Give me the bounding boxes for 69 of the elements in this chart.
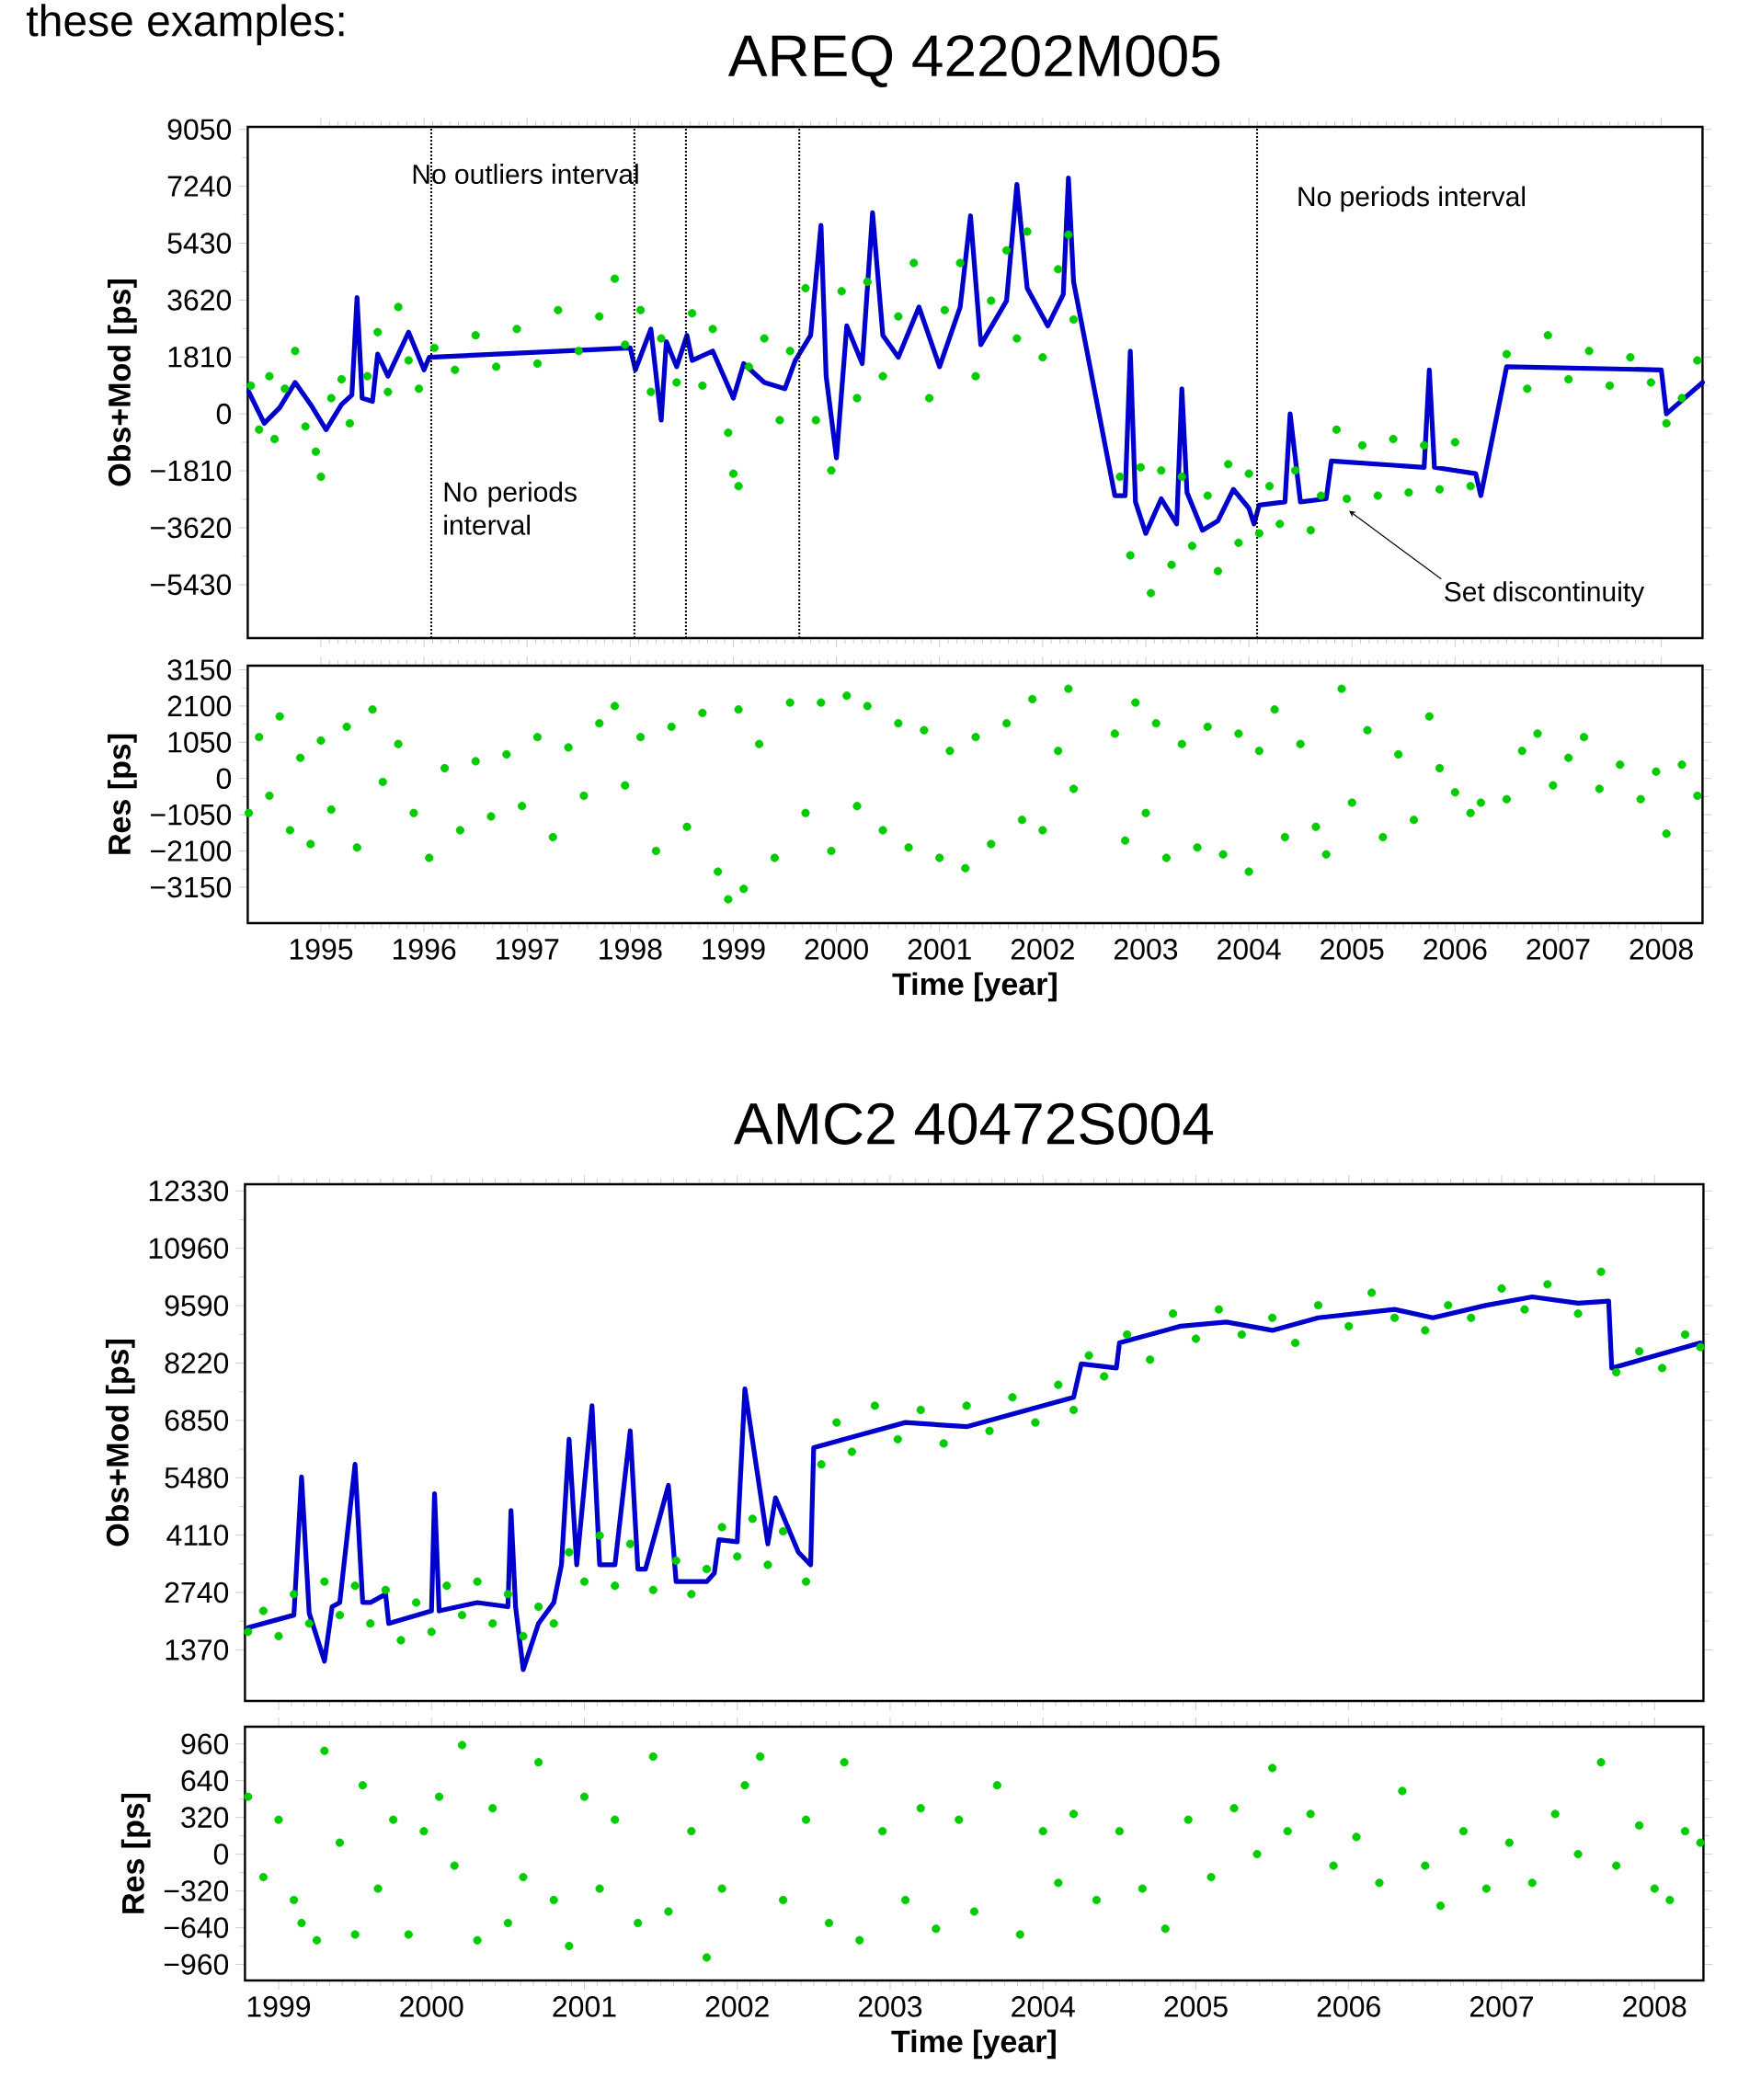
annotation: No outliers interval [413, 164, 638, 185]
x-tick-label: 1995 [290, 939, 353, 960]
text: these examples: [27, 4, 344, 46]
x-tick-label: 2004 [1218, 939, 1281, 960]
x-tick-label: 1997 [497, 939, 559, 960]
x-tick-label: 2008 [1629, 939, 1693, 960]
x-tick-label: 1999 [703, 939, 765, 960]
y-tick-label: 320 [181, 1807, 229, 1828]
annotation: No periods interval [444, 481, 577, 535]
y-tick-label: 12330 [149, 1180, 229, 1202]
x-tick-label: 2003 [858, 1996, 922, 2017]
x-axis-title: Time [year] [891, 2029, 1056, 2060]
x-tick-label: 2007 [1526, 939, 1590, 960]
x-tick-label: 2003 [1114, 939, 1178, 960]
y-tick-label: 9050 [167, 119, 232, 141]
x-tick-label: 2005 [1164, 1996, 1228, 2017]
y-axis-title: Obs+Mod [ps] [105, 1340, 135, 1546]
y-tick-label: 10960 [149, 1238, 229, 1259]
x-tick-label: 2000 [400, 1996, 463, 2017]
y-tick-label: −1050 [151, 804, 232, 826]
x-tick-label: 2000 [805, 939, 868, 960]
y-tick-label: 5480 [165, 1467, 229, 1489]
y-tick-label: 8220 [165, 1352, 229, 1374]
x-tick-label: 2004 [1012, 1996, 1075, 2017]
y-tick-label: 3620 [167, 290, 232, 311]
x-tick-label: 2005 [1321, 939, 1384, 960]
y-tick-label: 1810 [168, 346, 232, 368]
y-tick-label: −2100 [151, 840, 232, 862]
x-tick-label: 1996 [393, 939, 456, 960]
y-tick-label: 9590 [165, 1295, 229, 1317]
y-tick-label: 1050 [168, 731, 232, 753]
x-tick-label: 2007 [1469, 1996, 1533, 2017]
y-tick-label: −640 [164, 1917, 229, 1938]
y-tick-label: −3150 [151, 876, 232, 898]
chart-title: AREQ 42202M005 [727, 35, 1220, 87]
x-tick-label: 2006 [1317, 1996, 1380, 2017]
y-tick-label: −3620 [151, 517, 232, 539]
x-tick-label: 2001 [553, 1996, 616, 2017]
y-tick-label: 640 [181, 1770, 229, 1792]
y-tick-label: 0 [213, 1843, 229, 1865]
y-tick-label: 7240 [167, 176, 232, 197]
y-tick-label: 2100 [167, 695, 232, 717]
x-axis-title: Time [year] [892, 972, 1057, 1002]
annotation: No periods interval [1298, 186, 1525, 212]
y-tick-label: 3150 [167, 659, 232, 680]
y-tick-label: 6850 [165, 1410, 229, 1432]
x-tick-label: 2002 [705, 1996, 769, 2017]
y-axis-title: Obs+Mod [ps] [108, 280, 137, 486]
y-tick-label: 0 [216, 403, 232, 425]
y-tick-label: 5430 [167, 233, 232, 254]
y-tick-label: 960 [181, 1733, 229, 1755]
y-tick-label: −1810 [151, 460, 232, 482]
y-axis-title: Res [ps] [108, 734, 137, 854]
y-tick-label: −320 [164, 1880, 229, 1901]
x-tick-label: 2002 [1011, 939, 1074, 960]
x-tick-label: 1998 [600, 939, 662, 960]
y-axis-title: Res [ps] [120, 1793, 151, 1913]
x-tick-label: 2001 [908, 939, 971, 960]
y-tick-label: −960 [164, 1954, 229, 1975]
y-tick-label: 4110 [166, 1524, 229, 1546]
y-tick-label: 1370 [166, 1639, 229, 1661]
x-tick-label: 2006 [1424, 939, 1487, 960]
y-tick-label: 0 [216, 768, 232, 790]
y-tick-label: 2740 [165, 1581, 229, 1604]
y-tick-label: −5430 [151, 574, 232, 596]
x-tick-label: 2008 [1623, 1996, 1687, 2017]
chart-title: AMC2 40472S004 [734, 1102, 1213, 1145]
x-tick-label: 1999 [247, 1996, 311, 2017]
annotation: Set discontinuity [1445, 581, 1645, 608]
